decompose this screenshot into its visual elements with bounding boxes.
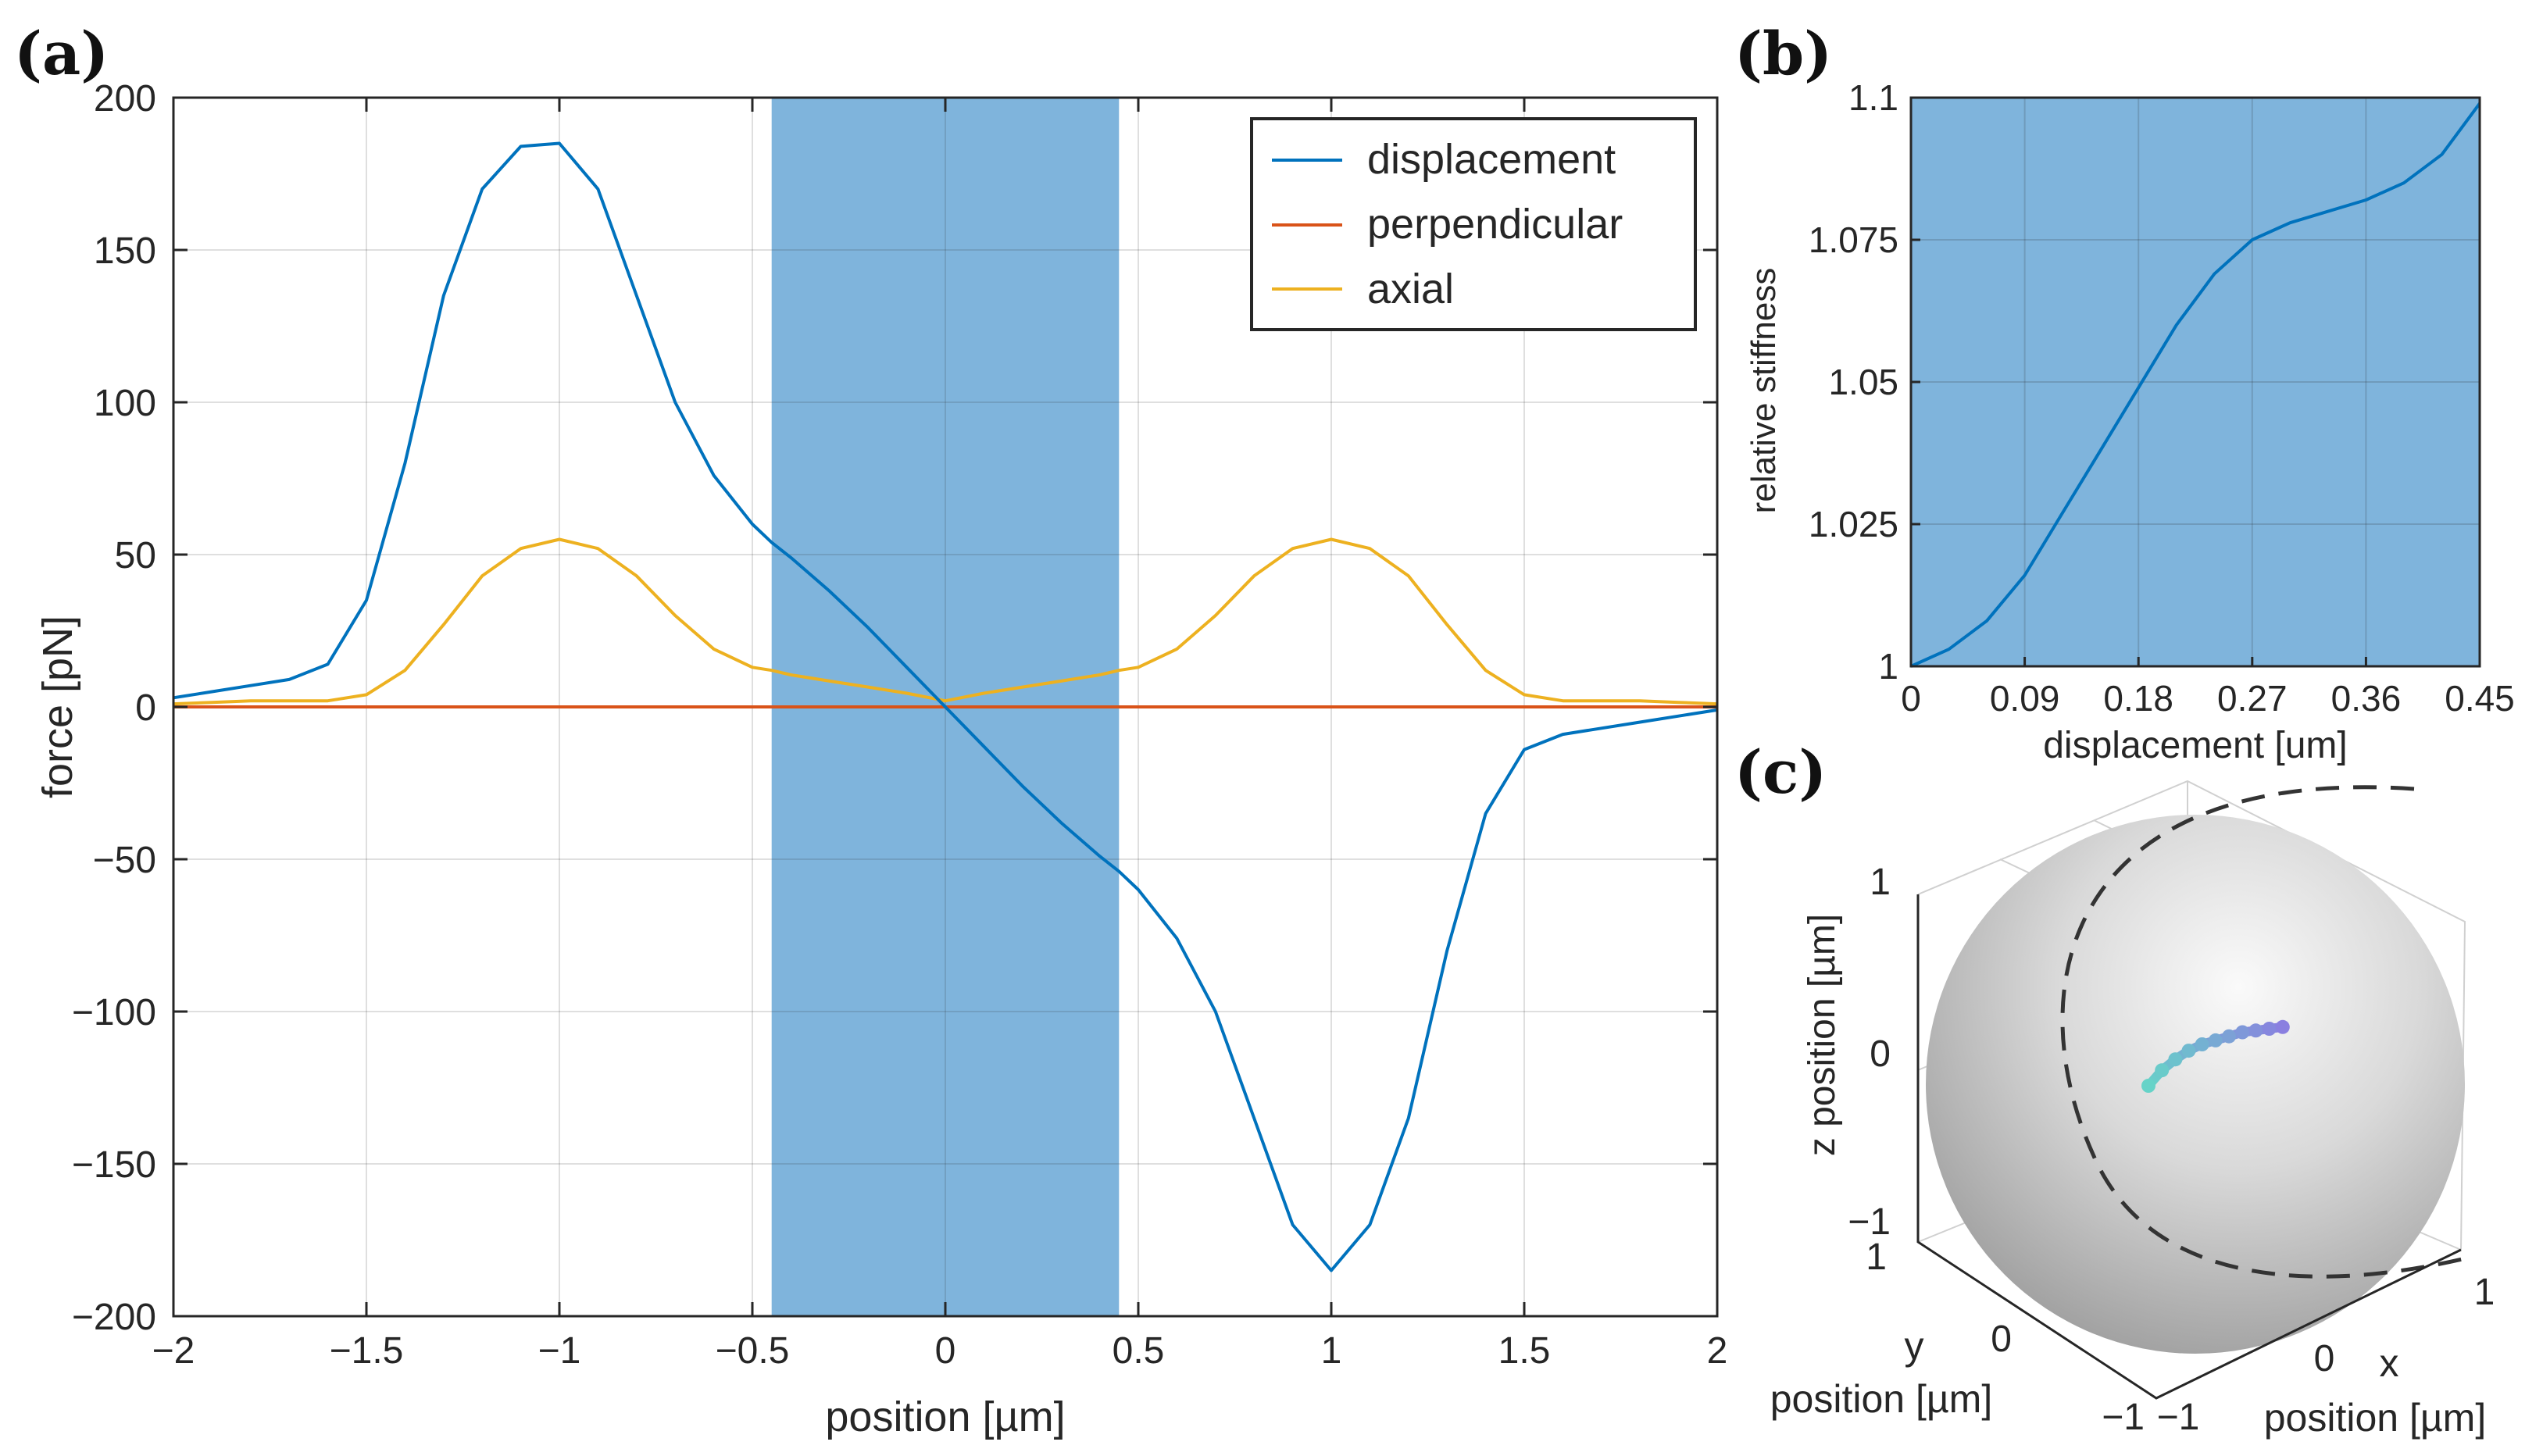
chart-b-xtick-label: 0.09 [1990,678,2060,719]
legend-label-axial: axial [1367,266,1454,312]
chart-b-ytick-label: 1.025 [1809,504,1898,544]
chart-a-ytick-label: 50 [115,535,156,576]
chart-a-ytick-label: −150 [72,1144,156,1186]
chart-c-yticklabel-neg1: −1 [2102,1397,2145,1438]
chart-b-series-line [1910,102,2481,668]
sphere [1926,815,2465,1354]
chart-b-ytick-label: 1.075 [1809,219,1898,260]
chart-b-xtick-label: 0 [1901,678,1921,719]
chart-a: −2 −1.5 −1 −0.5 0 0.5 1 1.5 2 200 150 100 50 0 −50 −10… [34,78,1727,1440]
chart-a-xtick-label: 0 [935,1330,956,1372]
panel-label-b: (b) [1734,19,1832,88]
chart-c-trajectory-point [2248,1023,2263,1038]
panel-label-a: (a) [14,19,109,88]
chart-a-ytick-label: −100 [72,992,156,1033]
chart-c-trajectory-point [2141,1079,2155,1093]
chart-b-ytick-label: 1.05 [1828,362,1898,402]
chart-b-xtick-label: 0.45 [2445,678,2515,719]
chart-c-xticklabel-neg1: −1 [2157,1397,2200,1438]
chart-c-trajectory-point [2235,1025,2250,1040]
chart-c-yticklabel-1: 1 [1866,1237,1887,1278]
chart-c-zlabel: z position [µm] [1802,914,1843,1156]
chart-a-series-axial [173,537,1718,706]
chart-b-ylabel: relative stiffness [1745,268,1783,514]
chart-b-xtick-label: 0.18 [2103,678,2173,719]
chart-a-xlabel: position [µm] [825,1394,1065,1440]
chart-c: 1 0 −1 z position [µm] 1 0 −1 y position… [1770,780,2495,1440]
chart-c-trajectory-point [2222,1029,2237,1044]
chart-a-xtick-label: −1.5 [330,1330,404,1372]
chart-a-ytick-label: 100 [94,383,156,424]
chart-a-series-displacement [173,141,1718,1272]
chart-a-ytick-label: 150 [94,230,156,272]
chart-c-trajectory-point [2181,1044,2196,1058]
chart-a-ylabel: force [pN] [34,616,81,798]
chart-c-ylabel-letter: y [1905,1324,1924,1368]
chart-a-xtick-label: −0.5 [716,1330,790,1372]
chart-b-ytick-label: 1.1 [1848,77,1898,118]
chart-a-xtick-label: −1 [538,1330,581,1372]
chart-c-zticklabel-mid: 0 [1870,1033,1891,1075]
chart-a-ytick-label: −200 [72,1297,156,1338]
chart-c-xlabel-text: position [µm] [2264,1396,2486,1440]
chart-c-yticklabel-0: 0 [1991,1319,2012,1360]
chart-b-xtick-label: 0.36 [2331,678,2402,719]
chart-a-legend: displacement perpendicular axial [1250,117,1697,331]
chart-a-xtick-label: 2 [1707,1330,1728,1372]
legend-label-displacement: displacement [1367,136,1616,183]
chart-b-ytick-label: 1 [1878,646,1898,687]
chart-c-xticklabel-0: 0 [2314,1338,2335,1379]
chart-c-zticklabel-top: 1 [1870,862,1891,903]
legend-label-perpendicular: perpendicular [1367,201,1623,248]
chart-c-xticklabel-1: 1 [2474,1272,2495,1313]
chart-c-trajectory-point [2262,1022,2277,1036]
chart-c-trajectory-point [2195,1037,2209,1051]
chart-c-ylabel-text: position [µm] [1770,1377,1992,1421]
chart-a-ytick-label: 0 [135,687,156,729]
chart-c-xlabel-letter: x [2380,1341,2399,1385]
panel-label-c: (c) [1734,737,1827,807]
chart-a-ytick-label: −50 [93,840,156,881]
chart-c-front-box [1916,894,2462,1400]
dashed-great-circle [2060,785,2470,1279]
chart-c-trajectory-point [2168,1052,2183,1067]
chart-a-xtick-label: 1 [1321,1330,1342,1372]
chart-b: 0 0.09 0.18 0.27 0.36 0.45 1 1.025 1.05 1.075 1.1… [1745,77,2515,766]
chart-b-xlabel: displacement [um] [2043,725,2348,766]
chart-a-ytick-label: 200 [94,78,156,120]
chart-a-xtick-label: −2 [152,1330,195,1372]
chart-a-xtick-label: 0.5 [1113,1330,1165,1372]
chart-c-trajectory-point [2275,1019,2290,1034]
chart-b-xtick-label: 0.27 [2217,678,2288,719]
chart-c-trajectory-point [2155,1063,2170,1078]
chart-a-xtick-label: 1.5 [1498,1330,1551,1372]
chart-c-zticklabel-bottom: −1 [1848,1201,1891,1243]
chart-c-trajectory-point [2208,1033,2223,1047]
